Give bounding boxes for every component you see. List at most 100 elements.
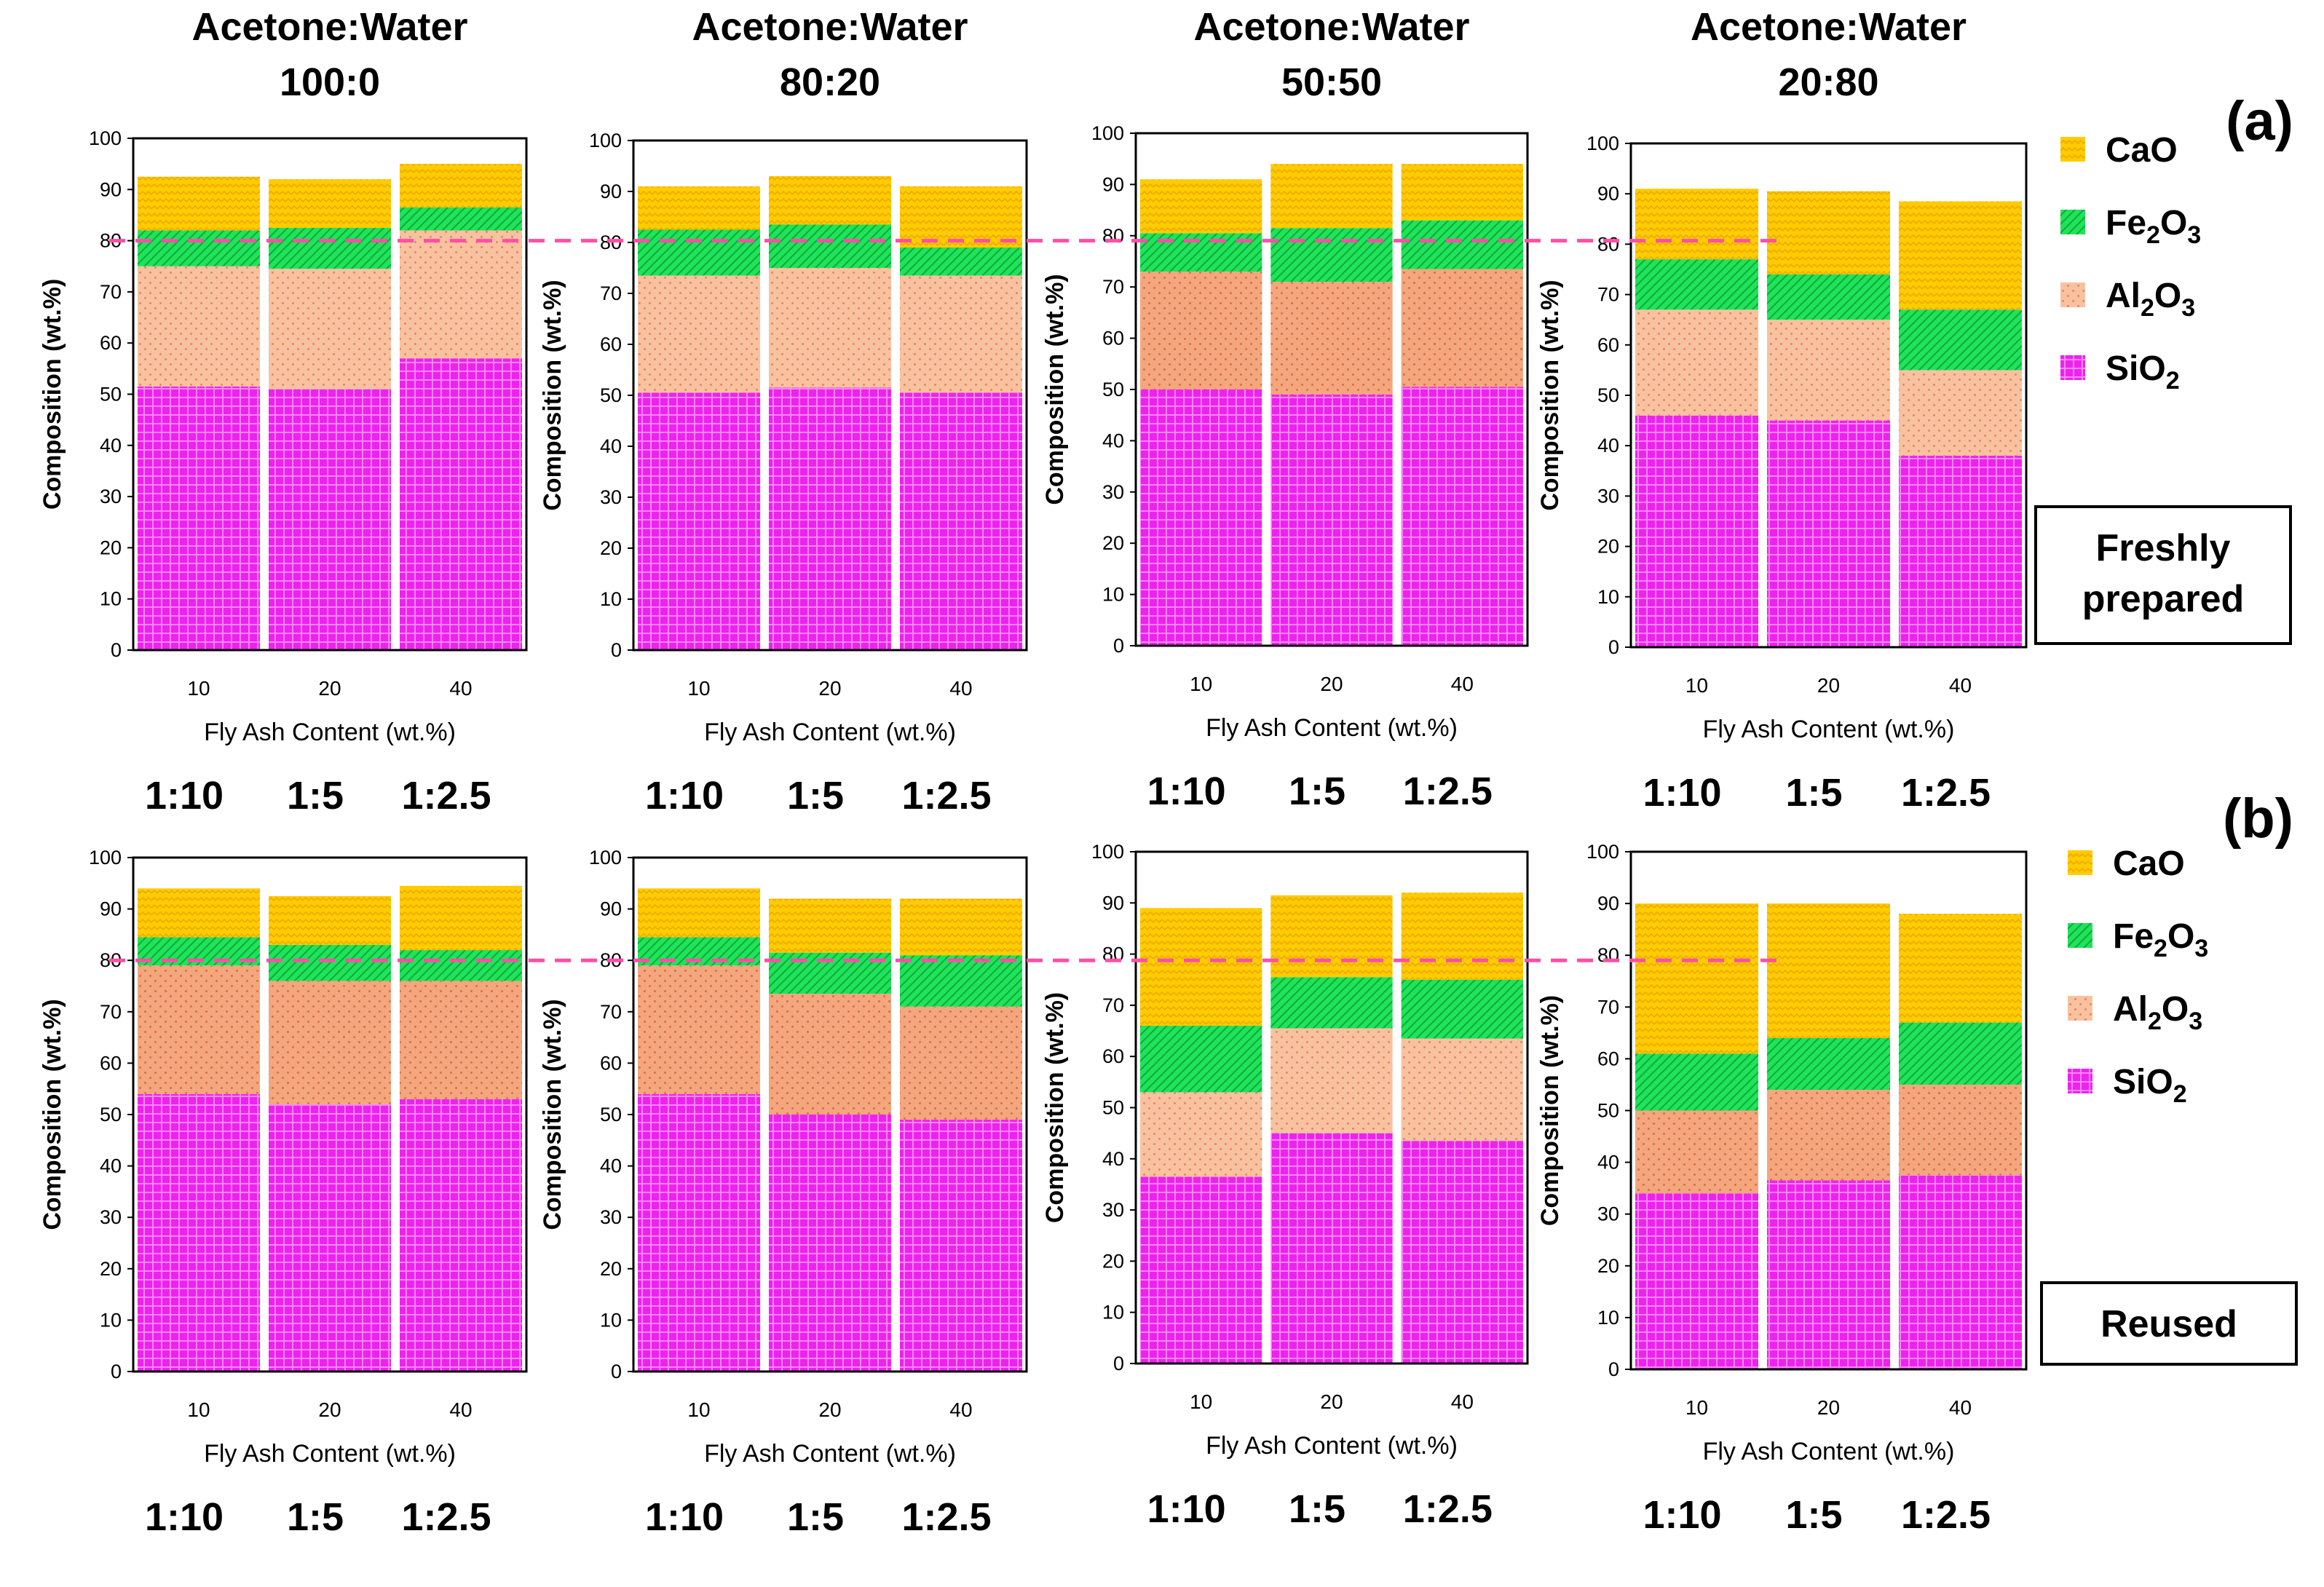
x-tick-label: 40	[1949, 674, 1972, 697]
x-tick-label: 10	[1190, 1390, 1212, 1413]
y-tick-label: 40	[1102, 430, 1124, 451]
y-tick-label: 70	[100, 1001, 122, 1023]
y-tick-label: 10	[600, 588, 622, 610]
bar-segment-fe2o3-40	[400, 950, 522, 981]
y-tick-label: 100	[1091, 841, 1124, 863]
ratio-label: 1:10	[1643, 771, 1721, 815]
bar-segment-fe2o3-20	[769, 224, 891, 268]
ratio-label: 1:5	[287, 774, 344, 818]
bar-segment-fe2o3-20	[269, 228, 391, 269]
y-tick-label: 100	[89, 127, 122, 149]
legend-swatch-al2o3	[2068, 996, 2092, 1021]
bar-segment-fe2o3-40	[900, 955, 1022, 1007]
bar-segment-cao-20	[1767, 903, 1890, 1038]
bar-segment-sio2-40	[400, 1099, 522, 1372]
y-tick-label: 20	[1102, 532, 1124, 554]
bar-segment-cao-40	[400, 164, 522, 207]
chart-panel-3: Acetone:Water 50:50 0 10 20 30 40 50 60 70 80 90 100…	[1041, 5, 1529, 813]
y-tick-label: 0	[611, 1361, 622, 1382]
y-tick-label: 10	[1597, 586, 1619, 608]
y-tick-label: 80	[1597, 944, 1619, 966]
y-tick-label: 70	[1597, 996, 1619, 1018]
ratio-label: 1:5	[787, 1495, 844, 1539]
y-tick-label: 70	[1102, 994, 1124, 1016]
bar-segment-cao-20	[1767, 191, 1890, 274]
x-axis-label: Fly Ash Content (wt.%)	[204, 719, 456, 746]
bar-segment-sio2-10	[138, 1093, 260, 1372]
bar-segment-al2o3-40	[400, 230, 522, 359]
y-tick-label: 30	[100, 1206, 122, 1228]
y-tick-label: 10	[100, 588, 122, 610]
x-tick-label: 20	[318, 677, 341, 700]
ratio-label: 1:10	[1147, 769, 1226, 813]
state-label-fresh: Freshly prepared	[2082, 527, 2245, 620]
chart-title: Acetone:Water 100:0	[191, 5, 467, 104]
bar-segment-al2o3-40	[1401, 269, 1523, 387]
x-tick-label: 40	[1451, 673, 1474, 695]
bar-segment-cao-20	[769, 898, 891, 953]
y-tick-label: 30	[1597, 1203, 1619, 1225]
bar-segment-al2o3-20	[269, 269, 391, 389]
legend-swatch-fe2o3	[2060, 210, 2085, 234]
bar-segment-sio2-20	[1767, 1180, 1890, 1369]
bar-segment-al2o3-10	[638, 275, 760, 393]
x-tick-label: 40	[449, 677, 472, 700]
x-axis-label: Fly Ash Content (wt.%)	[704, 719, 956, 746]
x-tick-label: 20	[1817, 1396, 1840, 1419]
bar-segment-cao-10	[638, 888, 760, 938]
y-tick-label: 60	[1597, 1048, 1619, 1069]
ratio-label: 1:10	[1147, 1487, 1226, 1531]
chart-title: Acetone:Water 20:80	[1691, 5, 1967, 104]
ratio-label: 1:2.5	[901, 774, 991, 818]
y-tick-label: 100	[1586, 841, 1619, 863]
y-tick-label: 90	[1597, 183, 1619, 205]
bar-segment-sio2-10	[1635, 1193, 1758, 1369]
y-tick-label: 50	[1102, 1097, 1124, 1119]
bar-segment-al2o3-20	[1767, 1090, 1890, 1181]
y-tick-label: 40	[600, 1155, 622, 1177]
bar-segment-fe2o3-20	[269, 945, 391, 981]
y-tick-label: 90	[600, 181, 622, 202]
legend-label-fe2o3: Fe2O3	[2106, 204, 2201, 249]
bar-segment-sio2-20	[269, 389, 391, 650]
y-tick-label: 20	[1597, 536, 1619, 558]
legend-label-al2o3: Al2O3	[2113, 990, 2202, 1035]
bar-segment-cao-20	[769, 176, 891, 225]
y-tick-label: 80	[1102, 225, 1124, 247]
bar-segment-cao-10	[1140, 908, 1262, 1026]
bar-segment-sio2-20	[1270, 1133, 1393, 1364]
chart-panel-1: Acetone:Water 100:00102030405060708090100…	[39, 5, 528, 818]
bar-segment-sio2-10	[138, 386, 260, 650]
bar-segment-al2o3-10	[1635, 309, 1758, 416]
y-tick-label: 30	[600, 1206, 622, 1228]
x-tick-label: 20	[818, 677, 841, 700]
bar-segment-fe2o3-10	[638, 229, 760, 276]
y-tick-label: 90	[100, 178, 122, 200]
bar-segment-fe2o3-10	[1140, 1026, 1262, 1093]
y-tick-label: 50	[1597, 384, 1619, 406]
x-axis-label: Fly Ash Content (wt.%)	[1206, 1432, 1458, 1460]
y-tick-label: 20	[100, 537, 122, 558]
bar-segment-al2o3-20	[769, 268, 891, 388]
bar-segment-sio2-40	[900, 1120, 1022, 1372]
ratio-label: 1:10	[645, 1495, 724, 1539]
legend-label-fe2o3: Fe2O3	[2113, 917, 2208, 962]
ratio-label: 1:2.5	[1403, 1487, 1493, 1531]
y-tick-label: 40	[1597, 435, 1619, 456]
y-axis-label: Composition (wt.%)	[1536, 280, 1564, 510]
x-tick-label: 10	[187, 1398, 210, 1421]
y-tick-label: 20	[1597, 1255, 1619, 1277]
chart-title: Acetone:Water 80:20	[692, 5, 968, 104]
x-axis-label: Fly Ash Content (wt.%)	[1703, 1438, 1955, 1465]
ratio-label: 1:5	[1289, 1487, 1345, 1531]
y-tick-label: 100	[89, 847, 122, 868]
legend-swatch-al2o3	[2060, 282, 2085, 307]
chart-panel-4: Acetone:Water 20:80 0 10 20 30 40 50 60 70 80 90 100…	[1536, 5, 2028, 815]
bar-segment-sio2-40	[1899, 1175, 2022, 1369]
bar-segment-fe2o3-40	[1899, 1022, 2022, 1085]
y-tick-label: 0	[111, 639, 122, 661]
x-tick-label: 20	[1817, 674, 1840, 697]
bar-segment-sio2-20	[1767, 420, 1890, 647]
